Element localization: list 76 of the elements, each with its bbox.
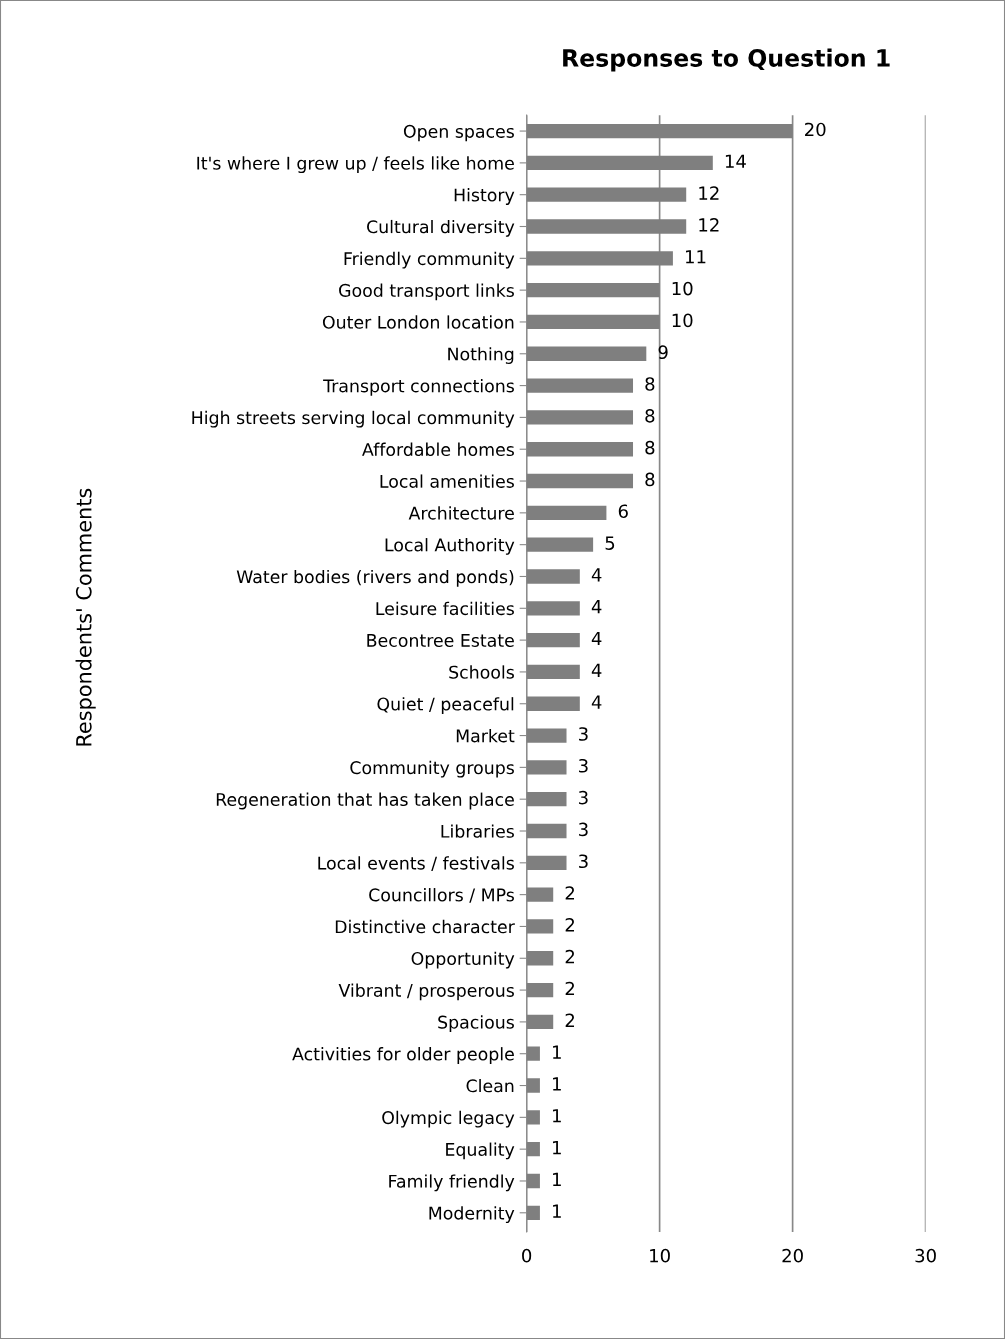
data-label: 2 bbox=[565, 949, 575, 964]
y-tick-label: Spacious bbox=[438, 1015, 514, 1033]
data-label: 2 bbox=[565, 981, 575, 996]
y-tick-label: Schools bbox=[449, 665, 514, 679]
data-label: 5 bbox=[605, 536, 615, 550]
data-label: 1 bbox=[553, 1109, 561, 1123]
y-tick-label: Open spaces bbox=[403, 124, 514, 142]
data-label: 1 bbox=[553, 1172, 561, 1186]
y-tick-label: Nothing bbox=[448, 347, 514, 364]
data-label: 2 bbox=[565, 886, 575, 900]
y-tick-label: Family friendly bbox=[389, 1174, 515, 1192]
data-label: 8 bbox=[645, 440, 655, 455]
y-tick-label: Distinctive character bbox=[335, 919, 515, 934]
data-label: 1 bbox=[553, 1204, 561, 1218]
data-label: 9 bbox=[658, 345, 668, 360]
data-label: 4 bbox=[591, 600, 602, 614]
y-tick-label: Cultural diversity bbox=[367, 219, 515, 237]
data-label: 4 bbox=[591, 663, 602, 677]
y-tick-label: Equality bbox=[446, 1142, 515, 1160]
data-label: 10 bbox=[672, 281, 693, 296]
y-tick-label: Opportunity bbox=[411, 951, 515, 969]
data-label: 3 bbox=[579, 822, 588, 837]
y-tick-label: Vibrant / prosperous bbox=[338, 983, 514, 1001]
y-tick-label: Becontree Estate bbox=[367, 634, 514, 647]
data-label: 8 bbox=[645, 377, 655, 391]
y-tick-label: High streets serving local community bbox=[192, 410, 515, 428]
data-label: 3 bbox=[579, 758, 588, 773]
data-label: 1 bbox=[553, 1140, 561, 1155]
y-tick-label: Water bodies (rivers and ponds) bbox=[236, 569, 514, 587]
data-label: 1 bbox=[553, 1077, 561, 1091]
y-tick-label: Councillors / MPs bbox=[369, 888, 514, 903]
y-tick-label: Friendly community bbox=[344, 251, 515, 269]
y-tick-label: Community groups bbox=[350, 760, 514, 778]
data-label: 20 bbox=[805, 122, 826, 137]
data-label: 12 bbox=[699, 218, 719, 232]
x-tick-label: 10 bbox=[650, 1248, 670, 1263]
y-tick-label: Modernity bbox=[429, 1206, 515, 1223]
x-tick-label: 20 bbox=[782, 1248, 803, 1263]
y-axis-title: Respondents' Comments bbox=[75, 488, 96, 746]
y-tick-label: Leisure facilities bbox=[376, 601, 514, 616]
chart-title: Responses to Question 1 bbox=[563, 48, 890, 72]
y-tick-label: Libraries bbox=[441, 824, 514, 838]
y-tick-label: Affordable homes bbox=[362, 442, 514, 457]
data-label: 8 bbox=[645, 408, 655, 423]
x-tick-label: 30 bbox=[915, 1248, 936, 1263]
data-label: 3 bbox=[579, 854, 588, 869]
y-tick-label: Activities for older people bbox=[292, 1047, 514, 1064]
data-label: 1 bbox=[553, 1045, 561, 1059]
y-tick-label: Transport connections bbox=[323, 378, 514, 396]
y-tick-label: Local amenities bbox=[380, 474, 514, 488]
y-tick-label: It's where I grew up / feels like home bbox=[197, 156, 514, 174]
data-label: 4 bbox=[591, 695, 602, 709]
data-label: 8 bbox=[645, 472, 655, 487]
data-label: 4 bbox=[591, 631, 602, 646]
y-tick-label: Good transport links bbox=[339, 283, 514, 301]
data-label: 2 bbox=[565, 918, 575, 932]
data-label: 11 bbox=[686, 250, 706, 264]
y-tick-label: Local Authority bbox=[385, 538, 515, 555]
data-label: 6 bbox=[618, 504, 628, 519]
data-label: 2 bbox=[565, 1013, 575, 1027]
data-label: 3 bbox=[579, 790, 588, 805]
data-label: 3 bbox=[579, 727, 588, 741]
y-tick-label: Architecture bbox=[408, 506, 514, 520]
y-tick-label: Quiet / peaceful bbox=[377, 697, 514, 714]
y-tick-label: Outer London location bbox=[322, 315, 514, 329]
y-tick-label: Market bbox=[456, 728, 515, 743]
y-tick-label: History bbox=[454, 188, 515, 205]
data-label: 12 bbox=[699, 186, 719, 200]
y-tick-label: Regeneration that has taken place bbox=[216, 792, 514, 810]
y-tick-label: Olympic legacy bbox=[382, 1110, 515, 1128]
y-tick-label: Local events / festivals bbox=[318, 856, 514, 872]
data-label: 4 bbox=[591, 568, 602, 582]
y-tick-label: Clean bbox=[466, 1078, 514, 1093]
data-label: 10 bbox=[672, 313, 693, 328]
data-label: 14 bbox=[725, 154, 746, 168]
x-tick-label: 0 bbox=[522, 1248, 532, 1263]
